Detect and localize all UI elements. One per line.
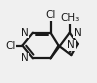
Text: Cl: Cl [5, 41, 16, 51]
Text: N: N [21, 28, 29, 38]
Text: N: N [21, 53, 29, 63]
Text: CH₃: CH₃ [60, 13, 79, 23]
Text: Cl: Cl [45, 10, 56, 20]
Text: N: N [74, 28, 81, 38]
Text: N: N [68, 40, 75, 50]
